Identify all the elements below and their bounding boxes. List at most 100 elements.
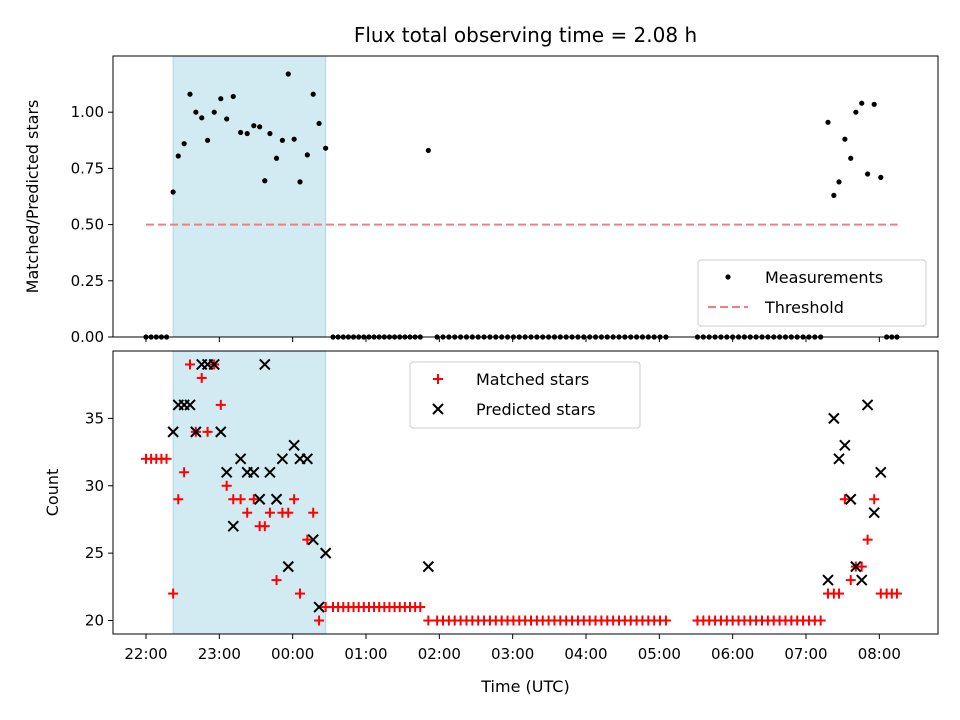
matched-star-point: [215, 399, 226, 410]
predicted-star-point: [861, 399, 874, 411]
matched-star-point: [856, 561, 867, 572]
matched-star-point: [271, 575, 282, 586]
x-tick-label: 06:00: [711, 645, 754, 663]
measurement-point: [842, 136, 848, 142]
matched-star-point: [314, 615, 325, 626]
x-tick-label: 05:00: [638, 645, 681, 663]
predicted-star-point: [307, 533, 319, 546]
predicted-star-point: [875, 466, 887, 478]
measurement-point: [211, 109, 217, 115]
x-axis-label: Time (UTC): [480, 677, 569, 696]
matched-star-point: [295, 588, 305, 599]
measurement-point: [853, 109, 859, 115]
predicted-stars-points: [167, 358, 887, 613]
bottom-y-ticks: 20 25 30 35: [85, 409, 113, 630]
top-y-tick-label: 0.75: [71, 159, 104, 177]
measurement-point: [262, 178, 268, 184]
predicted-star-point: [215, 426, 227, 438]
matched-star-point: [264, 507, 275, 518]
measurement-point: [187, 91, 193, 97]
predicted-star-point: [259, 358, 271, 371]
matched-star-point: [845, 575, 856, 586]
matched-star-point: [834, 588, 844, 599]
top-shaded-region: [172, 55, 327, 338]
measurement-point: [181, 141, 187, 147]
matched-star-point: [862, 534, 873, 545]
measurement-point: [224, 116, 230, 122]
x-tick-label: 22:00: [124, 645, 167, 663]
measurement-point: [251, 123, 257, 129]
predicted-star-point: [845, 493, 857, 505]
predicted-star-point: [301, 453, 314, 465]
matched-star-point: [815, 615, 826, 626]
matched-star-point: [839, 494, 850, 505]
predicted-star-point: [227, 520, 239, 532]
chart-title: Flux total observing time = 2.08 h: [354, 23, 697, 47]
predicted-star-point: [253, 493, 266, 505]
predicted-star-point: [828, 412, 840, 425]
measurement-point: [871, 101, 877, 107]
measurement-point: [199, 115, 205, 121]
matched-star-point: [221, 480, 232, 491]
predicted-star-point: [167, 426, 179, 438]
measurement-point: [848, 155, 854, 161]
measurement-point: [205, 137, 211, 143]
bottom-legend: Matched stars Predicted stars: [409, 361, 641, 429]
predicted-star-point: [850, 560, 862, 573]
measurement-point: [238, 129, 244, 136]
predicted-star-point: [220, 466, 233, 478]
predicted-star-point: [190, 426, 202, 438]
measurement-point: [170, 189, 176, 195]
measurement-point: [825, 119, 831, 125]
top-y-tick-label: 0.25: [71, 272, 104, 290]
measurement-point: [310, 91, 316, 97]
measurement-point: [193, 109, 199, 115]
measurement-point: [836, 179, 842, 185]
measurement-point: [291, 136, 297, 142]
measurement-point: [297, 179, 303, 185]
legend-matched-label: Matched stars: [476, 370, 589, 389]
x-tick-label: 00:00: [271, 645, 314, 663]
predicted-star-point: [822, 574, 834, 586]
legend-threshold-label: Threshold: [764, 298, 844, 317]
matched-star-point: [869, 494, 880, 505]
matched-star-point: [283, 507, 294, 518]
matched-star-point: [235, 494, 246, 505]
predicted-star-point: [248, 466, 260, 478]
top-axes-frame: [112, 55, 939, 338]
x-tick-label: 02:00: [418, 645, 461, 663]
matched-star-point: [423, 615, 434, 626]
bottom-panel: 20 25 30 35 22:00 23:00 00:00 01:00 02:00 03:00 0…: [43, 350, 939, 696]
measurement-point: [267, 130, 273, 137]
predicted-star-point: [270, 493, 283, 505]
bottom-shaded-region: [172, 350, 327, 635]
predicted-star-point: [868, 507, 880, 519]
x-tick-label: 01:00: [344, 645, 387, 663]
top-legend: Measurements Threshold: [697, 259, 927, 327]
x-tick-label: 03:00: [491, 645, 534, 663]
x-tick-label: 08:00: [858, 645, 901, 663]
predicted-star-point: [264, 466, 276, 478]
matched-star-point: [289, 494, 300, 505]
matched-star-point: [660, 615, 671, 626]
top-y-tick-label: 0.50: [71, 216, 104, 234]
measurement-point: [831, 192, 837, 198]
top-y-tick-label: 0.00: [71, 328, 104, 346]
matched-star-point: [196, 372, 207, 383]
predicted-star-point: [208, 358, 220, 371]
predicted-star-point: [282, 560, 294, 573]
bottom-y-tick-label: 35: [85, 409, 104, 427]
measurement-point: [425, 147, 431, 154]
measurement-point: [175, 153, 181, 159]
measurement-point: [244, 130, 250, 137]
matched-star-point: [248, 494, 259, 505]
top-legend-box: [697, 259, 927, 327]
measurement-point: [865, 171, 871, 177]
predicted-star-point: [184, 399, 196, 411]
predicted-star-point: [319, 547, 332, 559]
matched-star-point: [168, 588, 179, 599]
measurement-point: [285, 71, 291, 77]
bottom-x-ticks: 22:00 23:00 00:00 01:00 02:00 03:00 04:00 05:00…: [124, 634, 901, 663]
bottom-y-tick-label: 25: [85, 544, 104, 562]
legend-measurements-marker: [725, 274, 731, 280]
